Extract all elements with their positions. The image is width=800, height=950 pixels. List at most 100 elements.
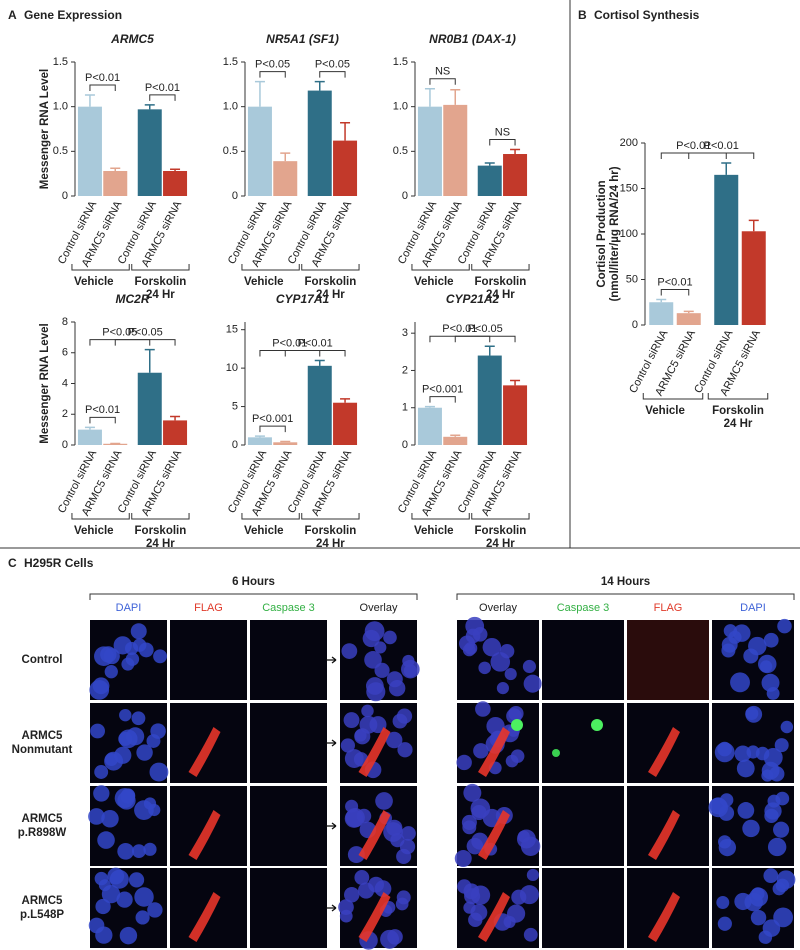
nucleus: [716, 896, 730, 909]
panel-letter: C: [8, 556, 17, 570]
error-bar: [110, 167, 121, 171]
nucleus: [730, 672, 750, 693]
error-bar: [144, 104, 155, 110]
nucleus: [100, 646, 117, 663]
nucleus: [383, 630, 397, 645]
caspase-signal: [511, 719, 523, 731]
nucleus: [120, 788, 136, 804]
micrograph-bg: [627, 620, 709, 700]
nucleus: [496, 682, 509, 695]
error-bar: [84, 94, 95, 107]
micrograph: [712, 618, 794, 700]
nucleus: [758, 930, 773, 944]
significance-bracket: [429, 78, 456, 85]
error-bar: [254, 80, 265, 107]
micrograph: [712, 703, 794, 783]
significance-bracket: [454, 335, 516, 343]
y-tick-label: 0: [402, 190, 408, 202]
nucleus: [94, 765, 109, 779]
nucleus: [89, 679, 110, 700]
error-bar: [510, 379, 521, 386]
nucleus: [774, 738, 789, 753]
nucleus: [104, 751, 124, 771]
column-label: Caspase 3: [557, 602, 610, 614]
nucleus: [149, 762, 169, 782]
nucleus: [462, 820, 477, 835]
significance-label: P<0.01: [85, 72, 120, 84]
chart-title: MC2R: [115, 292, 149, 306]
micrograph: [454, 783, 541, 868]
nucleus: [717, 916, 732, 931]
significance-label: P<0.01: [676, 140, 711, 152]
bar: [443, 436, 468, 445]
nucleus: [397, 742, 413, 758]
nucleus: [390, 833, 405, 848]
row-label: Control: [22, 654, 63, 666]
group-label: Forskolin: [475, 525, 527, 537]
group-label: Vehicle: [645, 405, 685, 417]
nucleus: [347, 846, 365, 864]
significance-label: P<0.01: [442, 323, 477, 335]
micrograph: [88, 785, 167, 866]
nucleus: [153, 649, 167, 664]
nucleus: [456, 754, 472, 771]
y-tick-label: 1: [402, 402, 408, 414]
bar: [333, 140, 358, 196]
bar: [307, 365, 332, 445]
arrow: [326, 822, 337, 830]
nucleus: [470, 798, 491, 819]
nucleus: [362, 629, 380, 648]
time-bracket: [456, 593, 795, 600]
micrograph-bg: [170, 620, 247, 700]
group-bracket: [411, 264, 470, 271]
y-axis-label: (nmol/liter/µg RNA/24 hr): [609, 166, 621, 301]
nucleus: [93, 785, 110, 802]
nucleus: [380, 929, 400, 949]
bar: [137, 109, 162, 196]
nucleus: [374, 880, 392, 897]
group-label: Vehicle: [414, 276, 454, 288]
nucleus: [465, 628, 481, 644]
micrograph: [712, 868, 796, 948]
error-bar: [340, 398, 351, 403]
micrograph-bg: [250, 620, 327, 700]
nucleus: [357, 882, 375, 899]
error-bar: [84, 426, 95, 430]
nucleus: [401, 826, 416, 841]
y-tick-label: 150: [620, 182, 638, 194]
nucleus: [507, 904, 526, 923]
significance-label: P<0.001: [252, 413, 293, 425]
nucleus: [505, 754, 519, 768]
nucleus: [517, 830, 530, 843]
column-label: FLAG: [654, 602, 683, 614]
nucleus: [354, 729, 367, 742]
micrograph: [340, 786, 417, 866]
significance-label: P<0.01: [298, 337, 333, 349]
column-label: FLAG: [194, 602, 223, 614]
flag-signal: [648, 727, 680, 777]
micrograph: [627, 786, 709, 866]
micrograph-bg: [542, 703, 624, 783]
bar: [77, 429, 102, 445]
nucleus: [365, 677, 384, 695]
panel-title: H295R Cells: [24, 556, 94, 570]
significance-label: NS: [495, 126, 510, 138]
panel-letter: B: [578, 8, 587, 22]
nucleus: [745, 707, 759, 721]
nucleus: [364, 651, 382, 669]
y-tick-label: 0.5: [393, 145, 408, 157]
micrograph: [170, 786, 247, 866]
group-label: Forskolin: [305, 276, 357, 288]
significance-bracket: [284, 349, 346, 357]
micrograph-bg: [542, 868, 624, 948]
error-bar: [721, 162, 732, 175]
column-label: DAPI: [740, 602, 766, 614]
significance-label: P<0.01: [657, 276, 692, 288]
significance-label: P<0.05: [468, 323, 503, 335]
significance-bracket: [429, 396, 456, 403]
column-label: DAPI: [116, 602, 142, 614]
group-bracket: [71, 513, 130, 520]
error-bar: [450, 434, 461, 437]
significance-bracket: [688, 152, 755, 160]
y-tick-label: 1.0: [53, 101, 68, 113]
